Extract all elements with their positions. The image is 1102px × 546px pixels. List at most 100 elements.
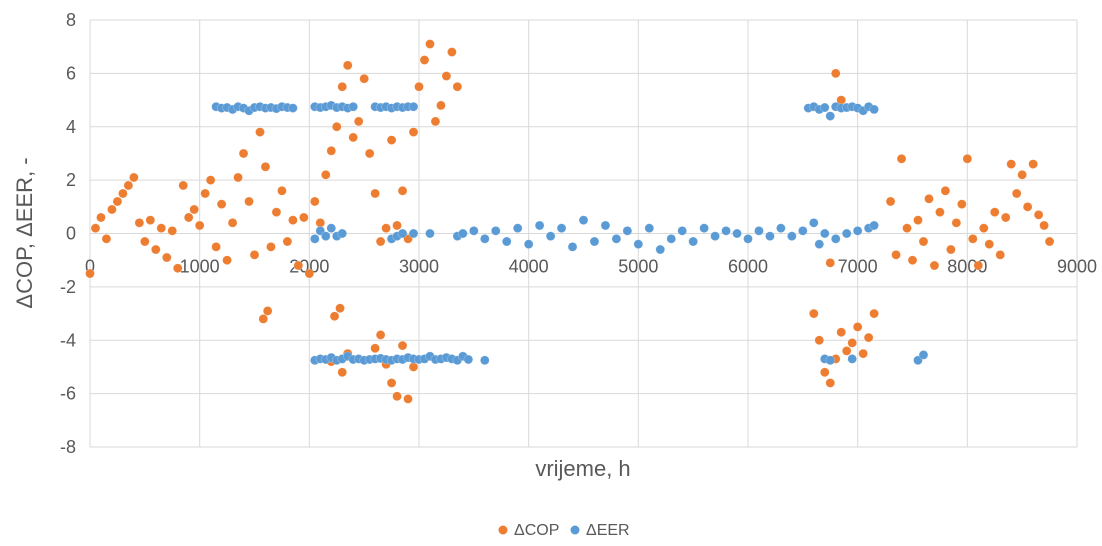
data-point — [776, 223, 786, 233]
data-point — [885, 196, 896, 207]
data-point — [512, 223, 523, 233]
data-point — [825, 258, 836, 268]
data-point — [951, 218, 962, 228]
data-point — [825, 355, 836, 366]
data-point — [211, 242, 221, 252]
data-point — [688, 236, 698, 247]
data-point — [329, 311, 340, 322]
y-tick-label: 2 — [66, 170, 76, 190]
y-tick-label: -6 — [60, 384, 76, 404]
x-tick-label: 5000 — [618, 257, 658, 277]
data-point — [375, 236, 386, 247]
data-point — [808, 218, 819, 228]
data-point — [699, 223, 709, 233]
data-point — [622, 226, 633, 236]
data-point — [304, 268, 315, 279]
data-point — [1006, 159, 1017, 169]
data-point — [397, 228, 408, 239]
data-point — [260, 161, 271, 172]
data-point — [408, 101, 419, 112]
data-point — [830, 68, 841, 79]
y-tick-label: -4 — [60, 330, 76, 350]
data-point — [814, 335, 825, 346]
data-point — [589, 236, 600, 247]
data-point — [666, 234, 677, 244]
data-point — [995, 250, 1006, 260]
data-point — [425, 228, 435, 239]
data-point — [96, 212, 106, 223]
data-point — [85, 268, 95, 279]
data-point — [342, 60, 353, 71]
data-point — [282, 236, 293, 247]
data-point — [655, 244, 666, 255]
data-point — [277, 186, 287, 196]
data-point — [808, 308, 819, 319]
data-point — [1033, 210, 1044, 220]
data-point — [841, 228, 852, 239]
data-point — [348, 132, 359, 143]
data-point — [320, 231, 331, 241]
data-point — [353, 116, 364, 127]
data-point — [447, 47, 457, 57]
data-point — [118, 188, 128, 199]
data-point — [112, 196, 123, 207]
data-point — [836, 327, 847, 338]
data-point — [534, 220, 545, 231]
data-point — [288, 215, 298, 225]
data-point — [765, 231, 775, 241]
data-point — [145, 215, 156, 225]
data-point — [863, 332, 874, 343]
data-point — [501, 236, 512, 247]
data-point — [989, 207, 1000, 217]
data-point — [441, 71, 452, 81]
y-tick-label: -8 — [60, 437, 76, 457]
data-point — [644, 223, 655, 233]
data-point — [320, 169, 331, 180]
data-point — [359, 73, 369, 84]
data-point — [567, 242, 578, 252]
data-point — [293, 260, 304, 271]
series-2 — [211, 100, 929, 366]
data-point — [310, 196, 320, 207]
data-point — [578, 215, 589, 225]
data-point — [710, 231, 720, 241]
data-point — [326, 145, 337, 156]
data-point — [299, 212, 309, 223]
data-point — [891, 250, 901, 260]
data-point — [896, 153, 907, 164]
data-point — [101, 234, 112, 244]
data-point — [946, 244, 956, 255]
data-point — [869, 308, 879, 319]
data-point — [370, 343, 380, 354]
data-point — [183, 212, 194, 223]
data-point — [167, 226, 178, 236]
legend-marker — [570, 525, 580, 535]
data-point — [262, 306, 273, 316]
data-point — [732, 228, 742, 239]
data-point — [1028, 159, 1038, 169]
x-tick-label: 4000 — [509, 257, 549, 277]
data-point — [902, 223, 912, 233]
data-point — [129, 172, 139, 183]
data-point — [1022, 202, 1033, 212]
data-point — [600, 220, 611, 231]
legend: ΔCOP ΔEER — [498, 522, 630, 539]
data-point — [978, 223, 989, 233]
legend-label: ΔEER — [586, 522, 630, 539]
data-point — [189, 204, 199, 215]
data-point — [403, 394, 413, 404]
data-point — [408, 228, 419, 239]
data-point — [1044, 236, 1055, 247]
series-1 — [85, 39, 1055, 404]
data-point — [337, 367, 348, 378]
data-point — [743, 234, 753, 244]
data-point — [315, 218, 326, 228]
data-point — [1011, 188, 1022, 199]
data-point — [288, 103, 298, 113]
x-tick-labels: 0 1000 2000 3000 4000 5000 6000 7000 8000 9000 — [85, 257, 1097, 277]
data-point — [968, 234, 978, 244]
data-point — [830, 234, 841, 244]
data-point — [414, 81, 424, 92]
data-point — [222, 255, 232, 265]
data-point — [721, 226, 731, 236]
